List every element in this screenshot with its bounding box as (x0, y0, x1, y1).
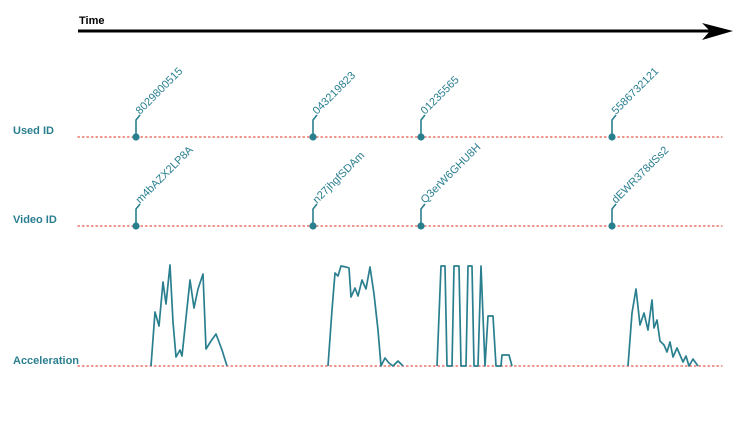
acceleration-trace (627, 288, 699, 367)
video-id-marker-stem (135, 203, 141, 226)
used-id-marker: 5586732121 (608, 65, 662, 141)
id-markers: 8029800515 043219823 01235565 5586732121 m4b… (132, 65, 672, 230)
used-id-label: 8029800515 (134, 65, 186, 117)
used-id-marker-dot (309, 133, 317, 141)
used-id-marker-stem (611, 114, 617, 137)
video-id-marker: m4bAZX2LP8A (132, 144, 196, 230)
video-id-marker-dot (608, 222, 616, 230)
row-label-video-id: Video ID (13, 214, 57, 226)
used-id-marker: 01235565 (417, 74, 462, 141)
video-id-label: n27jhgfSDAm (311, 150, 367, 206)
video-id-marker-dot (132, 222, 140, 230)
used-id-label: 01235565 (419, 74, 462, 117)
used-id-marker-stem (312, 114, 318, 137)
used-id-marker-dot (608, 133, 616, 141)
used-id-label: 5586732121 (610, 65, 662, 117)
used-id-marker-dot (417, 133, 425, 141)
time-axis (78, 23, 733, 40)
video-id-label: m4bAZX2LP8A (134, 144, 197, 207)
video-id-marker-dot (417, 222, 425, 230)
video-id-marker: n27jhgfSDAm (309, 150, 367, 230)
video-id-marker-stem (611, 203, 617, 226)
video-id-marker: dEWR378dSs2 (608, 144, 672, 230)
used-id-marker-stem (135, 114, 141, 137)
video-id-marker-stem (420, 203, 426, 226)
time-axis-arrowhead (702, 23, 733, 40)
used-id-marker-stem (420, 114, 426, 137)
video-id-label: Q3erW6GHU8H (419, 141, 484, 206)
row-label-acceleration: Acceleration (13, 355, 80, 367)
video-id-marker-dot (309, 222, 317, 230)
acceleration-trace (327, 265, 404, 367)
acceleration-trace (436, 265, 513, 367)
used-id-marker: 8029800515 (132, 65, 186, 141)
row-label-used-id: Used ID (13, 125, 54, 137)
video-id-label: dEWR378dSs2 (610, 144, 672, 206)
acceleration-trace (150, 264, 228, 367)
video-id-marker-stem (312, 203, 318, 226)
used-id-marker-dot (132, 133, 140, 141)
time-axis-label: Time (79, 15, 105, 27)
used-id-label: 043219823 (311, 70, 358, 117)
acceleration-signals (150, 264, 699, 367)
video-id-marker: Q3erW6GHU8H (417, 141, 484, 230)
used-id-marker: 043219823 (309, 70, 358, 141)
